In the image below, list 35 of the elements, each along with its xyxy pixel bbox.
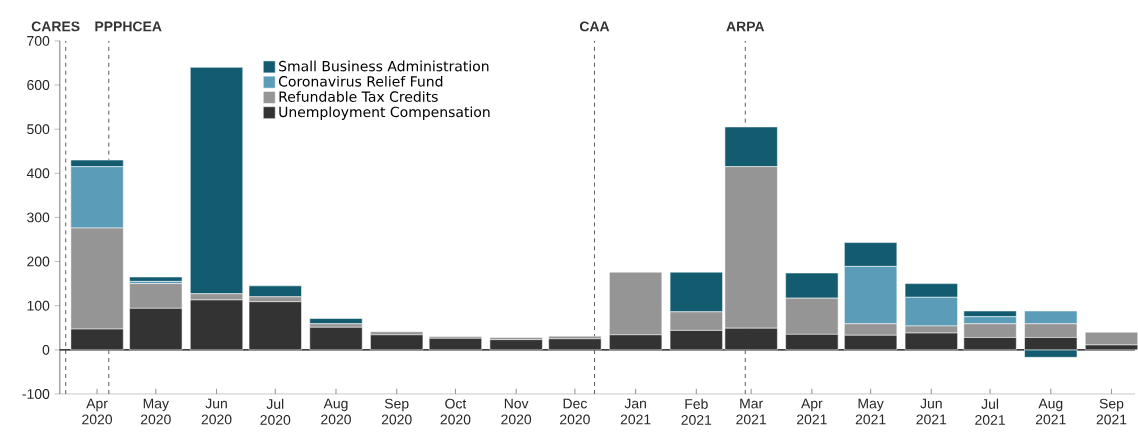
y-tick-label: 100 (27, 300, 50, 311)
x-tick-label: Jan 2021 (620, 398, 651, 425)
legend-label: Coronavirus Relief Fund (278, 75, 443, 87)
x-tick-label: Oct 2020 (440, 398, 471, 425)
x-tick-label: Dec 2020 (560, 398, 590, 425)
y-tick-label: 0 (42, 344, 50, 355)
legend-label: Small Business Administration (279, 60, 489, 72)
x-tick-label: Mar 2021 (736, 398, 766, 425)
legend-label: Unemployment Compensation (279, 106, 490, 120)
y-tick-label: 600 (27, 80, 50, 91)
ref-line-label: CARES (31, 21, 80, 32)
ref-line-label: CAA (579, 21, 610, 32)
x-tick-label: Nov 2020 (501, 398, 532, 425)
x-tick-label: May 2020 (140, 398, 171, 425)
x-tick-label: Sep 2020 (381, 398, 412, 425)
y-tick-label: 200 (27, 256, 50, 267)
x-tick-label: Jun 2021 (916, 398, 947, 425)
x-tick-label: Jul 2021 (975, 398, 1005, 425)
legend-label: Refundable Tax Credits (279, 91, 438, 103)
y-tick-label: 700 (27, 36, 50, 46)
ref-line-label: ARPA (726, 21, 765, 32)
x-tick-label: Sep 2021 (1096, 398, 1127, 425)
x-tick-label: May 2021 (855, 398, 886, 425)
y-tick-label: 300 (27, 212, 50, 223)
x-tick-label: Aug 2021 (1035, 398, 1066, 425)
y-tick-label: 500 (27, 124, 50, 135)
ref-line-label: PPPHCEA (95, 21, 162, 32)
x-tick-label: Apr 2020 (82, 398, 113, 425)
y-tick-label: 400 (26, 168, 50, 179)
x-tick-label: Feb 2021 (681, 398, 712, 425)
y-tick-label: -100 (22, 389, 50, 399)
x-tick-label: Apr 2021 (797, 398, 827, 425)
x-tick-label: Aug 2020 (321, 398, 351, 425)
x-tick-label: Jun 2020 (201, 398, 232, 425)
x-tick-label: Jul 2020 (260, 398, 291, 425)
